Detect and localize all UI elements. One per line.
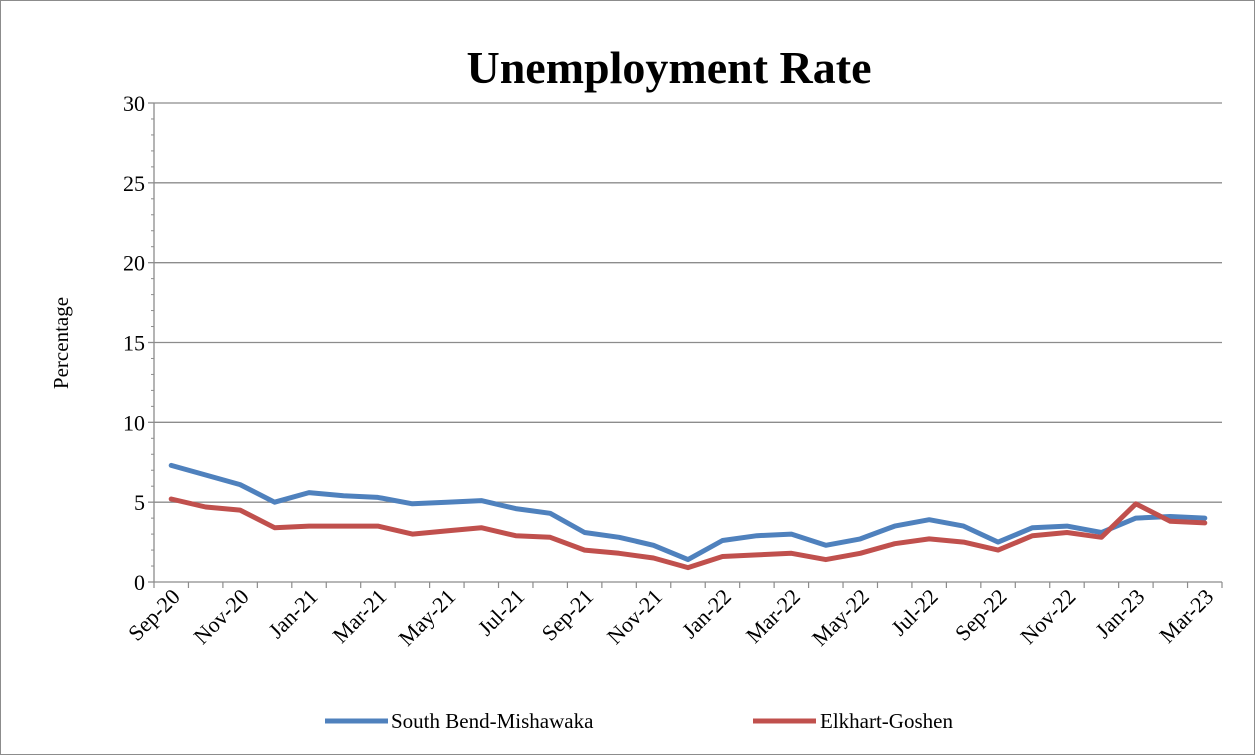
- legend-label-0: South Bend-Mishawaka: [391, 709, 594, 733]
- gridlines: [154, 102, 1222, 503]
- x-tick-label-Mar-23: Mar-23: [1154, 584, 1218, 648]
- x-tick-label-Nov-21: Nov-21: [602, 584, 667, 649]
- x-tick-label-Mar-21: Mar-21: [327, 584, 391, 648]
- series-line-0: [168, 462, 1208, 563]
- x-tick-label-May-21: May-21: [393, 584, 460, 651]
- x-tick-label-Nov-22: Nov-22: [1015, 584, 1080, 649]
- x-tick-label-Sep-22: Sep-22: [950, 584, 1012, 646]
- x-tick-label-Sep-20: Sep-20: [123, 584, 185, 646]
- y-axis-label: Percentage: [49, 297, 73, 389]
- axes: [148, 102, 1223, 588]
- x-tick-label-May-22: May-22: [807, 584, 874, 651]
- y-tick-label-20: 20: [123, 251, 145, 276]
- y-tick-labels: 0 5 10 15 20 25 30: [123, 91, 145, 595]
- x-tick-label-Nov-20: Nov-20: [188, 584, 253, 649]
- series-lines: [168, 462, 1208, 571]
- x-tick-label-Jan-22: Jan-22: [677, 584, 736, 643]
- x-tick-label-Jan-21: Jan-21: [263, 584, 322, 643]
- x-tick-label-Jul-22: Jul-22: [886, 584, 943, 641]
- y-tick-label-5: 5: [134, 490, 145, 515]
- chart-title: Unemployment Rate: [467, 42, 872, 93]
- y-tick-label-0: 0: [134, 570, 145, 595]
- legend-label-1: Elkhart-Goshen: [820, 709, 953, 733]
- x-tick-label-Mar-22: Mar-22: [741, 584, 805, 648]
- x-tick-label-Sep-21: Sep-21: [536, 584, 598, 646]
- series-line-1: [168, 496, 1208, 571]
- y-tick-label-15: 15: [123, 331, 145, 356]
- x-tick-label-Jan-23: Jan-23: [1090, 584, 1149, 643]
- y-tick-label-10: 10: [123, 410, 145, 435]
- y-tick-label-30: 30: [123, 91, 145, 116]
- y-tick-label-25: 25: [123, 171, 145, 196]
- legend: South Bend-Mishawaka Elkhart-Goshen: [325, 709, 953, 733]
- x-tick-label-Jul-21: Jul-21: [473, 584, 530, 641]
- x-tick-labels: Sep-20 Nov-20 Jan-21 Mar-21 May-21 Jul-21 Sep-…: [123, 584, 1218, 651]
